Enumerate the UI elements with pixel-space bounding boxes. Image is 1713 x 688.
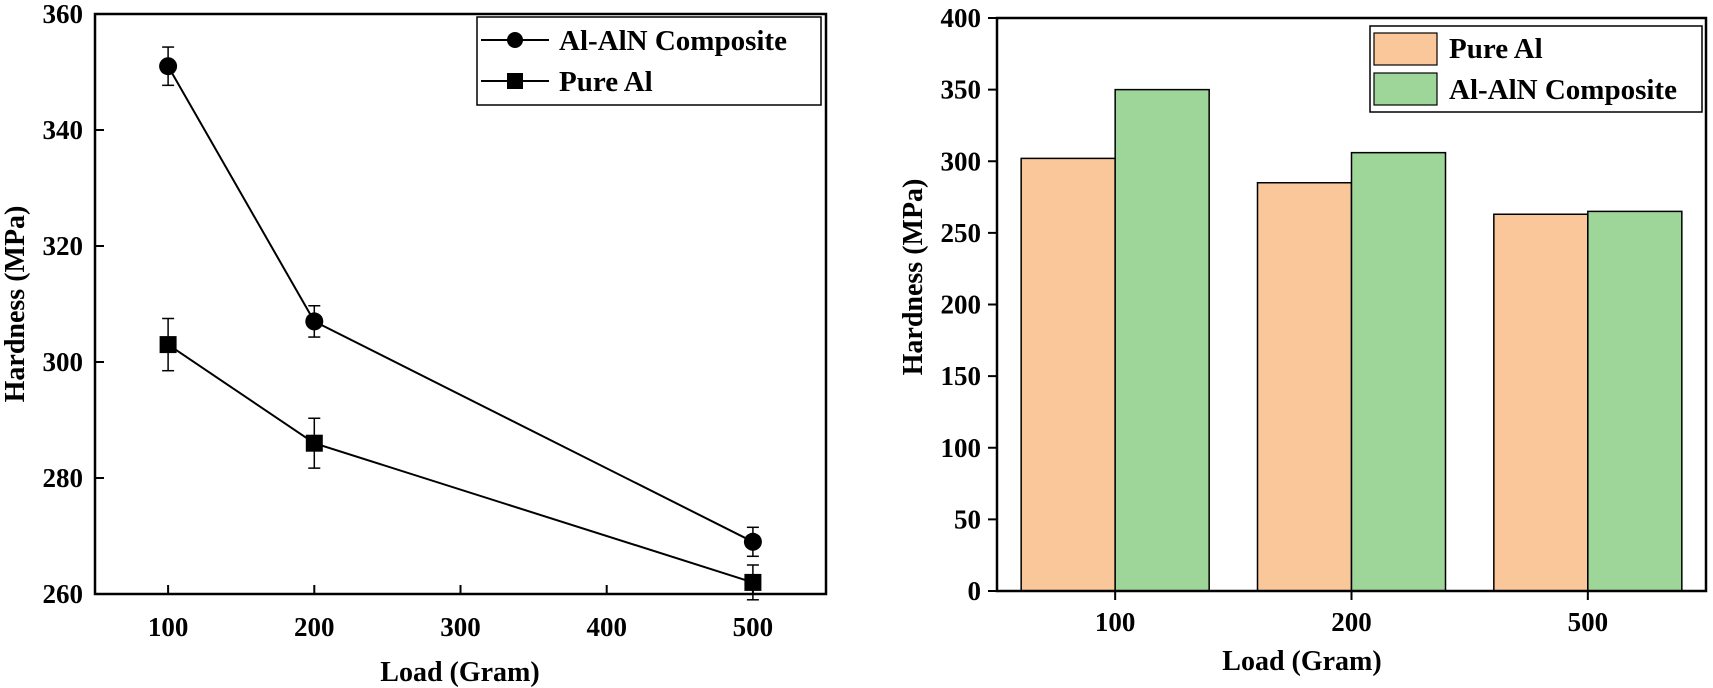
legend-label-composite: Al-AlN Composite — [559, 25, 787, 57]
x-tick-label: 200 — [294, 612, 335, 642]
line-chart-legend-box — [476, 16, 822, 106]
bar-pure-al — [1020, 157, 1116, 592]
y-tick-label: 320 — [43, 231, 84, 261]
y-tick-label: 400 — [941, 3, 982, 33]
data-point-al-aln-composite — [743, 532, 762, 551]
line-chart-y-axis-title: Hardness (MPa) — [0, 206, 31, 403]
x-tick-label: 300 — [440, 612, 481, 642]
bar-al-aln-composite — [1587, 210, 1683, 592]
line-chart: 100 200 300 400 500 260 280 300 320 340 360 Load … — [0, 0, 828, 688]
legend-swatch-pure-al — [1373, 32, 1438, 66]
bar-chart-y-axis-title: Hardness (MPa) — [898, 179, 929, 376]
series-line-pure-al — [167, 343, 754, 584]
y-tick-label: 300 — [43, 347, 84, 377]
bar-al-aln-composite — [1350, 151, 1447, 592]
series-line-al-aln-composite — [167, 65, 754, 543]
line-chart-x-axis-title: Load (Gram) — [380, 657, 539, 688]
legend-label-pure-al: Pure Al — [559, 66, 653, 98]
bar-pure-al — [1493, 213, 1589, 592]
legend-marker-circle — [507, 32, 523, 48]
y-tick-label: 360 — [43, 0, 84, 29]
y-tick-label: 260 — [43, 579, 84, 609]
bar-chart-x-ticks: 100 200 500 — [1095, 591, 1608, 637]
legend-swatch-composite — [1373, 72, 1438, 106]
x-tick-label: 500 — [733, 612, 774, 642]
data-point-al-aln-composite — [159, 57, 178, 76]
data-point-pure-al — [744, 573, 762, 591]
line-chart-legend: Al-AlN Composite Pure Al — [476, 16, 822, 106]
bar-chart: 100 200 500 0 50 100 150 200 250 300 350 400 Load … — [898, 3, 1708, 677]
y-tick-label: 150 — [941, 361, 982, 391]
y-tick-label: 0 — [968, 576, 982, 606]
data-point-pure-al — [159, 336, 177, 354]
legend-label-pure-al: Pure Al — [1449, 33, 1543, 65]
bar-pure-al — [1256, 181, 1353, 592]
x-tick-label: 500 — [1568, 607, 1609, 637]
y-tick-label: 350 — [941, 75, 982, 105]
x-tick-label: 100 — [1095, 607, 1136, 637]
data-point-al-aln-composite — [305, 312, 324, 331]
y-tick-label: 280 — [43, 463, 84, 493]
legend-label-composite: Al-AlN Composite — [1449, 74, 1677, 106]
y-tick-label: 50 — [954, 504, 981, 534]
x-tick-label: 100 — [148, 612, 189, 642]
y-tick-label: 100 — [941, 433, 982, 463]
y-tick-label: 340 — [43, 115, 84, 145]
line-chart-x-ticks: 100 200 300 400 500 — [148, 585, 773, 642]
line-chart-y-ticks: 260 280 300 320 340 360 — [43, 0, 104, 609]
line-chart-series — [159, 46, 762, 601]
x-tick-label: 400 — [586, 612, 627, 642]
bar-chart-bars — [1020, 88, 1683, 592]
bar-chart-x-axis-title: Load (Gram) — [1222, 646, 1381, 677]
bar-chart-y-ticks: 0 50 100 150 200 250 300 350 400 — [941, 3, 997, 606]
bar-chart-legend: Pure Al Al-AlN Composite — [1369, 25, 1703, 113]
x-tick-label: 200 — [1331, 607, 1372, 637]
y-tick-label: 200 — [941, 290, 982, 320]
legend-marker-square — [507, 73, 523, 89]
y-tick-label: 300 — [941, 146, 982, 176]
data-point-pure-al — [305, 434, 323, 452]
bar-al-aln-composite — [1114, 88, 1210, 592]
y-tick-label: 250 — [941, 218, 982, 248]
